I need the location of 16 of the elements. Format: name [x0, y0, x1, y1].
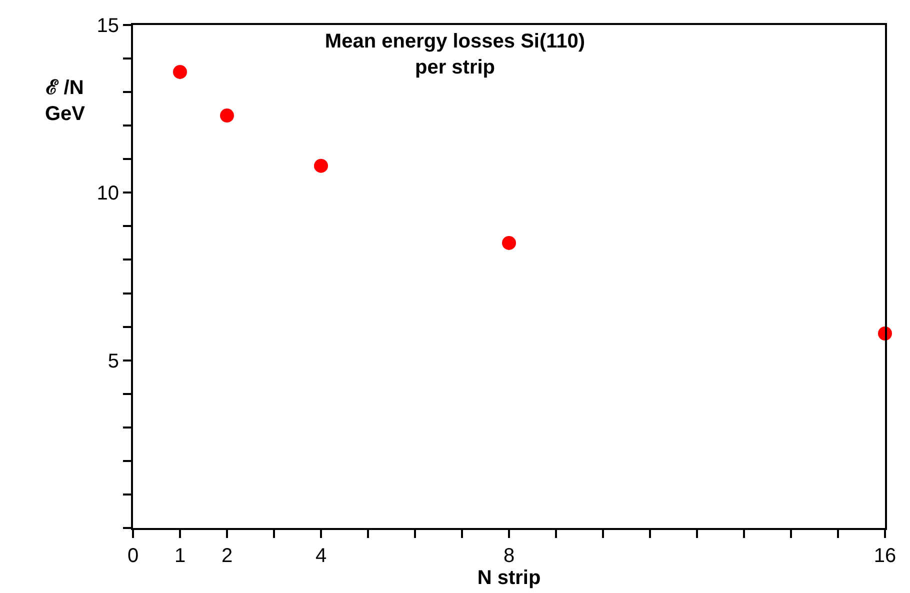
- x-axis-title: N strip: [477, 567, 541, 589]
- point: [502, 236, 516, 250]
- y-tick-label: 15: [96, 15, 119, 37]
- x-tick-label: 0: [127, 545, 139, 567]
- x-tick-label: 8: [503, 545, 515, 567]
- y-axis-title: ℰ /N GeV: [45, 77, 86, 125]
- x-tick-label: 2: [221, 545, 233, 567]
- point: [314, 158, 328, 173]
- text: Mean energy losses Si(110) per strip: [324, 30, 586, 78]
- y-tick-label: 10: [96, 182, 119, 205]
- point: [220, 108, 234, 123]
- x-tick-label: 16: [874, 545, 896, 567]
- point: [173, 64, 187, 79]
- x-tick-label: 1: [174, 545, 186, 567]
- y-tick-label: 5: [108, 350, 119, 372]
- x-tick-label: 4: [315, 545, 327, 567]
